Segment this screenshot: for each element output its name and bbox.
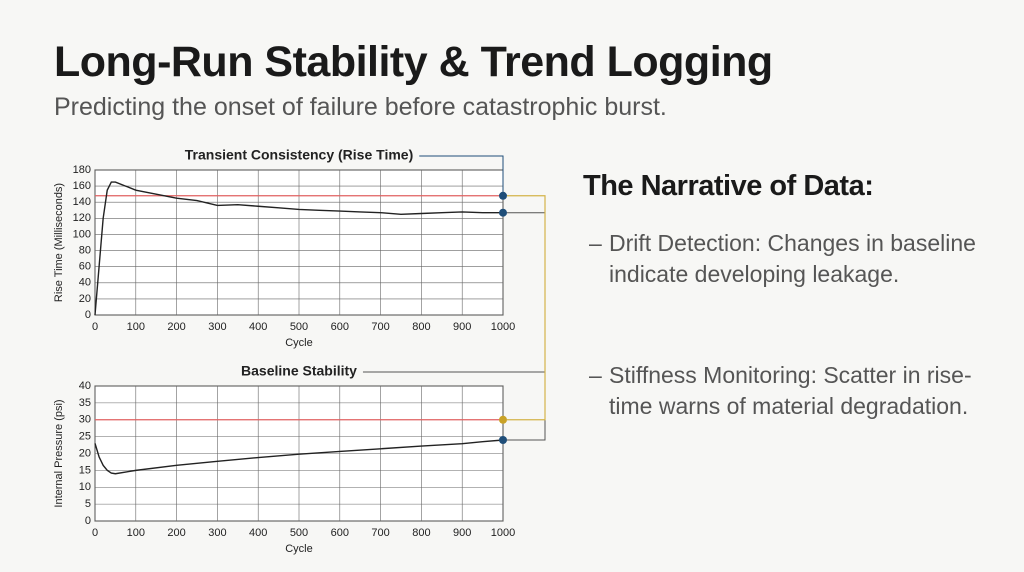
y-tick-label: 40	[79, 277, 91, 289]
x-axis-label: Cycle	[285, 337, 313, 349]
x-tick-label: 500	[290, 527, 308, 539]
y-tick-label: 5	[85, 498, 91, 510]
callout-line	[507, 195, 546, 421]
y-tick-label: 120	[73, 212, 91, 224]
x-tick-label: 400	[249, 527, 267, 539]
x-tick-label: 900	[453, 527, 471, 539]
callout-line	[419, 155, 504, 196]
y-tick-label: 0	[85, 515, 91, 527]
x-tick-label: 800	[412, 321, 430, 333]
reference-marker	[499, 191, 507, 200]
y-tick-label: 180	[73, 164, 91, 176]
chart-title: Baseline Stability	[241, 363, 357, 379]
slide-subtitle: Predicting the onset of failure before c…	[54, 93, 667, 121]
y-tick-label: 25	[79, 431, 91, 443]
y-tick-label: 20	[79, 447, 91, 459]
x-tick-label: 500	[290, 321, 308, 333]
bullet: Stiffness Monitoring: Scatter in rise-ti…	[589, 360, 979, 422]
y-axis-label: Rise Time (Milliseconds)	[53, 183, 65, 302]
y-tick-label: 140	[73, 196, 91, 208]
x-axis-label: Cycle	[285, 543, 313, 555]
x-tick-label: 700	[371, 321, 389, 333]
x-tick-label: 800	[412, 527, 430, 539]
series-line	[94, 439, 504, 475]
reference-marker	[499, 415, 507, 424]
y-tick-label: 80	[79, 244, 91, 256]
y-tick-label: 40	[79, 380, 91, 392]
end-marker	[499, 436, 507, 444]
y-axis-label: Internal Pressure (psi)	[53, 399, 65, 507]
series-line	[94, 181, 503, 316]
y-tick-label: 30	[79, 414, 91, 426]
y-tick-label: 10	[79, 481, 91, 493]
x-tick-label: 200	[167, 527, 185, 539]
narrative-heading: The Narrative of Data:	[583, 170, 874, 202]
y-tick-label: 15	[79, 464, 91, 476]
x-tick-label: 600	[331, 321, 349, 333]
y-tick-label: 0	[85, 309, 91, 321]
y-tick-label: 35	[79, 397, 91, 409]
y-tick-label: 60	[79, 261, 91, 273]
x-tick-label: 1000	[491, 321, 515, 333]
slide-title: Long-Run Stability & Trend Logging	[54, 38, 773, 86]
chart-title: Transient Consistency (Rise Time)	[185, 147, 413, 163]
x-tick-label: 900	[453, 321, 471, 333]
x-tick-label: 400	[249, 321, 267, 333]
x-tick-label: 600	[331, 527, 349, 539]
x-tick-label: 100	[127, 321, 145, 333]
x-tick-label: 1000	[491, 527, 515, 539]
y-tick-label: 20	[79, 293, 91, 305]
x-tick-label: 700	[371, 527, 389, 539]
x-tick-label: 0	[92, 527, 98, 539]
y-tick-label: 160	[73, 180, 91, 192]
end-marker	[499, 208, 507, 217]
bullet: Drift Detection: Changes in baseline ind…	[589, 228, 979, 290]
x-tick-label: 0	[92, 321, 98, 333]
x-tick-label: 200	[167, 321, 185, 333]
x-tick-label: 300	[208, 321, 226, 333]
x-tick-label: 100	[127, 527, 145, 539]
y-tick-label: 100	[73, 228, 91, 240]
x-tick-label: 300	[208, 527, 226, 539]
